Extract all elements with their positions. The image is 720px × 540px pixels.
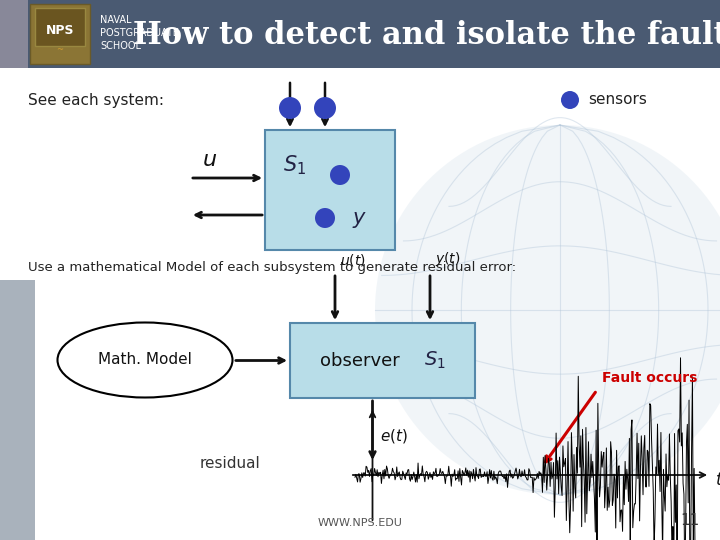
Text: POSTGRADUATE: POSTGRADUATE bbox=[100, 28, 179, 38]
Bar bbox=[290, 323, 475, 398]
Text: ~: ~ bbox=[56, 45, 63, 55]
Text: $y(t)$: $y(t)$ bbox=[435, 250, 461, 268]
Bar bbox=[0, 280, 35, 540]
Text: $t$: $t$ bbox=[715, 471, 720, 489]
Circle shape bbox=[561, 91, 579, 109]
Text: $S_1$: $S_1$ bbox=[283, 153, 306, 177]
Text: Use a mathematical Model of each subsystem to generate residual error:: Use a mathematical Model of each subsyst… bbox=[28, 261, 516, 274]
Bar bbox=[30, 4, 90, 64]
Text: See each system:: See each system: bbox=[28, 92, 164, 107]
Ellipse shape bbox=[58, 322, 233, 397]
Text: Math. Model: Math. Model bbox=[98, 353, 192, 368]
Text: $\mathit{u}$: $\mathit{u}$ bbox=[202, 150, 217, 170]
Text: observer: observer bbox=[320, 352, 400, 369]
Text: sensors: sensors bbox=[588, 92, 647, 107]
Text: Fault occurs: Fault occurs bbox=[602, 371, 698, 385]
Text: NPS: NPS bbox=[46, 24, 74, 37]
Bar bbox=[265, 130, 395, 250]
Text: $e(t)$: $e(t)$ bbox=[380, 427, 408, 445]
Circle shape bbox=[314, 97, 336, 119]
Bar bbox=[0, 0, 28, 68]
Text: $\mathit{y}$: $\mathit{y}$ bbox=[353, 210, 367, 230]
Text: $u(t)$: $u(t)$ bbox=[340, 252, 366, 268]
Bar bbox=[0, 0, 720, 68]
Circle shape bbox=[330, 165, 350, 185]
Text: SCHOOL: SCHOOL bbox=[100, 41, 141, 51]
Text: $S_1$: $S_1$ bbox=[424, 350, 446, 371]
Circle shape bbox=[315, 208, 335, 228]
Text: How to detect and isolate the fault: How to detect and isolate the fault bbox=[132, 21, 720, 51]
Text: residual: residual bbox=[199, 456, 261, 470]
Text: 11: 11 bbox=[680, 513, 700, 528]
Text: NAVAL: NAVAL bbox=[100, 15, 132, 25]
Bar bbox=[35, 8, 85, 46]
Text: WWW.NPS.EDU: WWW.NPS.EDU bbox=[318, 518, 402, 528]
Circle shape bbox=[375, 125, 720, 495]
Circle shape bbox=[279, 97, 301, 119]
